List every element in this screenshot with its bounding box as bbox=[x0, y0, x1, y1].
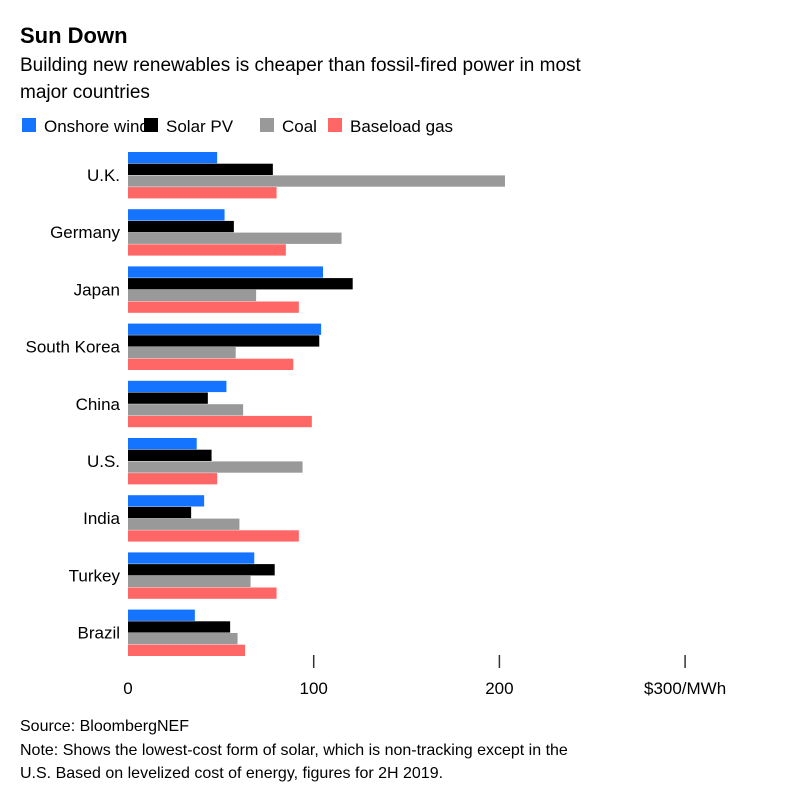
bar-u-s--1 bbox=[128, 449, 212, 461]
bar-south-korea-3 bbox=[128, 358, 294, 370]
category-label: Germany bbox=[50, 223, 120, 242]
bar-germany-2 bbox=[128, 232, 342, 244]
category-labels: U.K. Germany Japan South Korea China U.S. Indi… bbox=[25, 166, 120, 643]
source-text: Source: BloombergNEF bbox=[20, 718, 189, 735]
category-label: Brazil bbox=[77, 624, 120, 643]
bar-china-3 bbox=[128, 415, 312, 428]
bar-india-2 bbox=[128, 518, 240, 530]
bar-china-0 bbox=[128, 380, 227, 393]
category-label: China bbox=[76, 395, 121, 414]
bar-turkey-2 bbox=[128, 575, 251, 588]
legend-label-3: Baseload gas bbox=[350, 117, 453, 136]
bar-u-s--0 bbox=[128, 438, 197, 450]
category-label: India bbox=[83, 509, 120, 528]
bar-south-korea-0 bbox=[128, 323, 322, 335]
chart-title: Sun Down bbox=[20, 23, 128, 48]
bar-brazil-3 bbox=[128, 644, 245, 656]
bar-germany-0 bbox=[128, 209, 225, 221]
legend-label-2: Coal bbox=[282, 117, 317, 136]
bar-brazil-1 bbox=[128, 621, 231, 633]
bar-india-3 bbox=[128, 530, 299, 542]
x-axis: 0 100 200 $300/MWh bbox=[123, 655, 726, 698]
bar-turkey-0 bbox=[128, 552, 255, 564]
category-label: South Korea bbox=[25, 338, 120, 357]
x-tick-label: 200 bbox=[485, 679, 513, 698]
chart-subtitle-line-1: Building new renewables is cheaper than … bbox=[20, 55, 582, 76]
bars bbox=[128, 152, 505, 656]
bar-turkey-1 bbox=[128, 564, 275, 576]
chart-subtitle-line-2: major countries bbox=[20, 82, 150, 103]
x-tick-label: $300/MWh bbox=[644, 679, 726, 698]
legend-swatch-2 bbox=[260, 118, 274, 132]
legend-label-0: Onshore wind bbox=[44, 117, 149, 136]
category-label: U.S. bbox=[87, 452, 120, 471]
category-label: U.K. bbox=[87, 166, 120, 185]
bar-japan-2 bbox=[128, 289, 257, 302]
bar-south-korea-1 bbox=[128, 335, 320, 347]
bar-germany-3 bbox=[128, 244, 286, 256]
legend: Onshore wind Solar PV Coal Baseload gas bbox=[22, 117, 453, 136]
legend-swatch-1 bbox=[144, 118, 158, 132]
note-line-2: U.S. Based on levelized cost of energy, … bbox=[20, 765, 443, 782]
category-label: Turkey bbox=[69, 566, 121, 585]
bar-japan-1 bbox=[128, 278, 353, 290]
bar-u-s--2 bbox=[128, 461, 303, 473]
bar-china-2 bbox=[128, 404, 244, 416]
bar-brazil-0 bbox=[128, 609, 195, 621]
legend-swatch-0 bbox=[22, 118, 36, 132]
bar-india-1 bbox=[128, 506, 192, 519]
bar-germany-1 bbox=[128, 220, 234, 233]
x-tick-label: 100 bbox=[300, 679, 328, 698]
bar-u-s--3 bbox=[128, 473, 218, 485]
legend-label-1: Solar PV bbox=[166, 117, 234, 136]
bar-u-k--0 bbox=[128, 152, 218, 164]
bar-turkey-3 bbox=[128, 587, 277, 599]
bar-japan-0 bbox=[128, 266, 323, 278]
bar-india-0 bbox=[128, 495, 205, 507]
bar-u-k--3 bbox=[128, 187, 277, 199]
bar-china-1 bbox=[128, 392, 208, 404]
legend-swatch-3 bbox=[328, 118, 342, 132]
bar-japan-3 bbox=[128, 301, 299, 313]
bar-u-k--1 bbox=[128, 163, 273, 175]
bar-brazil-2 bbox=[128, 633, 238, 645]
note-line-1: Note: Shows the lowest-cost form of sola… bbox=[20, 742, 568, 759]
x-tick-label: 0 bbox=[123, 679, 132, 698]
bar-south-korea-2 bbox=[128, 347, 236, 359]
bar-u-k--2 bbox=[128, 175, 505, 187]
category-label: Japan bbox=[74, 280, 120, 299]
